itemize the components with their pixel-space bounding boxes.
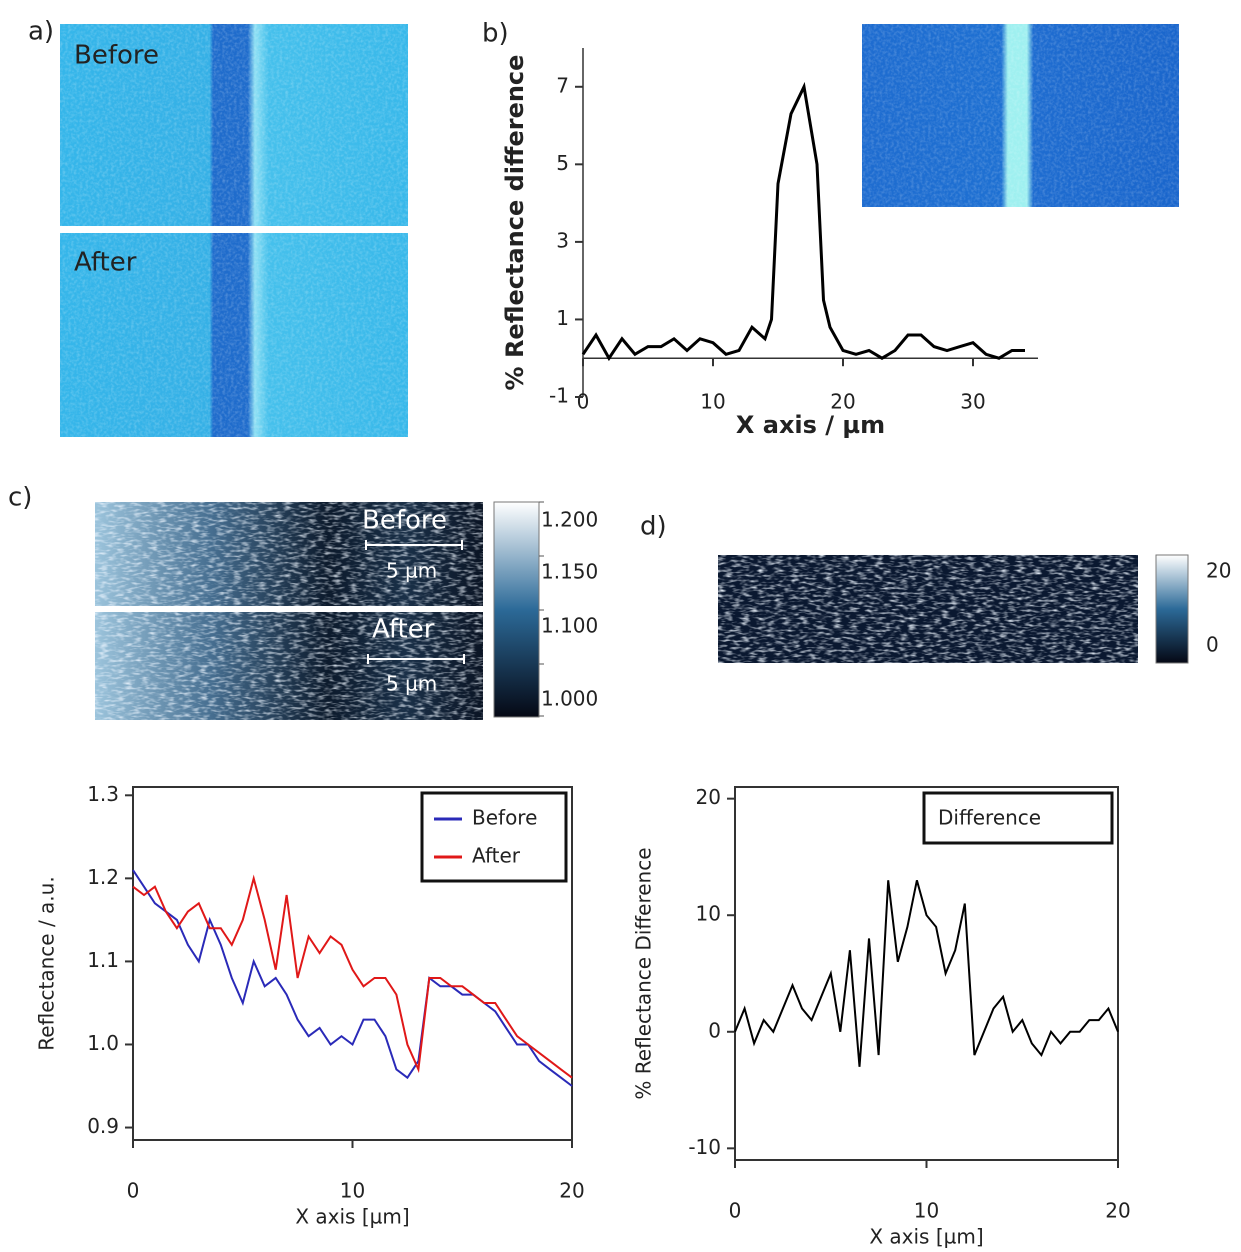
y-tick-label: 1 xyxy=(556,306,569,330)
x-tick-label: 0 xyxy=(127,1179,140,1203)
colorbar-label: 1.150 xyxy=(541,560,598,584)
x-tick-label: 10 xyxy=(914,1199,939,1223)
scale-bar xyxy=(365,540,463,550)
colorbar-label: 0 xyxy=(1206,633,1219,657)
data-line xyxy=(132,874,573,1079)
y-tick-label: -1 xyxy=(549,384,569,408)
legend-box xyxy=(922,791,1114,845)
scale-label: 5 µm xyxy=(386,672,437,696)
image-label: After xyxy=(372,615,435,645)
image-label: Before xyxy=(362,506,447,536)
scale-bar xyxy=(367,654,465,664)
x-tick-label: 20 xyxy=(1105,1199,1130,1223)
x-axis-label: X axis / µm xyxy=(736,411,885,439)
panel-label: d) xyxy=(640,512,667,542)
y-tick-label: 1.3 xyxy=(87,782,119,806)
y-tick-label: 0.9 xyxy=(87,1114,119,1138)
scale-label: 5 µm xyxy=(386,559,437,583)
image-texture xyxy=(95,502,483,606)
legend-box xyxy=(420,791,568,883)
image-label: Before xyxy=(74,41,159,71)
y-axis-label: % Reflectance Difference xyxy=(632,847,656,1099)
x-tick-label: 0 xyxy=(729,1199,742,1223)
legend-label: After xyxy=(472,844,521,868)
x-tick-label: 10 xyxy=(700,390,725,414)
x-tick-label: 20 xyxy=(559,1179,584,1203)
image-texture xyxy=(60,24,408,226)
colorbar-ticks xyxy=(539,501,544,717)
image-texture xyxy=(862,24,1179,207)
panel-label: b) xyxy=(482,19,509,49)
panel-label: a) xyxy=(28,17,54,47)
data-line xyxy=(581,81,1025,362)
y-tick-label: 0 xyxy=(708,1018,721,1042)
y-axis-label: % Reflectance difference xyxy=(501,55,529,391)
x-tick-label: 10 xyxy=(340,1179,365,1203)
y-tick-label: 5 xyxy=(556,151,569,175)
y-tick-label: -10 xyxy=(688,1135,721,1159)
panel-label: c) xyxy=(8,483,32,513)
colorbar-label: 20 xyxy=(1206,559,1231,583)
y-tick-label: 1.0 xyxy=(87,1031,119,1055)
y-tick-label: 10 xyxy=(696,902,721,926)
x-tick-label: 20 xyxy=(830,390,855,414)
colorbar xyxy=(493,501,540,718)
colorbar-label: 1.200 xyxy=(541,508,598,532)
image-texture xyxy=(95,612,483,720)
data-line xyxy=(132,869,573,1087)
image-label: After xyxy=(74,248,137,278)
y-axis-label: Reflectance / a.u. xyxy=(35,876,59,1050)
image-texture xyxy=(718,555,1138,663)
colorbar-label: 1.000 xyxy=(541,687,598,711)
x-axis-label: X axis [µm] xyxy=(295,1205,409,1229)
y-tick-label: 1.1 xyxy=(87,948,119,972)
x-axis-label: X axis [µm] xyxy=(869,1225,983,1249)
colorbar xyxy=(1155,554,1189,664)
x-tick-label: 30 xyxy=(960,390,985,414)
image-texture xyxy=(60,233,408,437)
colorbar-label: 1.100 xyxy=(541,614,598,638)
y-tick-label: 7 xyxy=(556,73,569,97)
y-tick-label: 1.2 xyxy=(87,865,119,889)
legend-label: Difference xyxy=(938,806,1041,830)
x-tick-label: 0 xyxy=(577,390,590,414)
legend-label: Before xyxy=(472,806,537,830)
y-tick-label: 20 xyxy=(696,785,721,809)
y-tick-label: 3 xyxy=(556,228,569,252)
data-line xyxy=(734,880,1119,1067)
